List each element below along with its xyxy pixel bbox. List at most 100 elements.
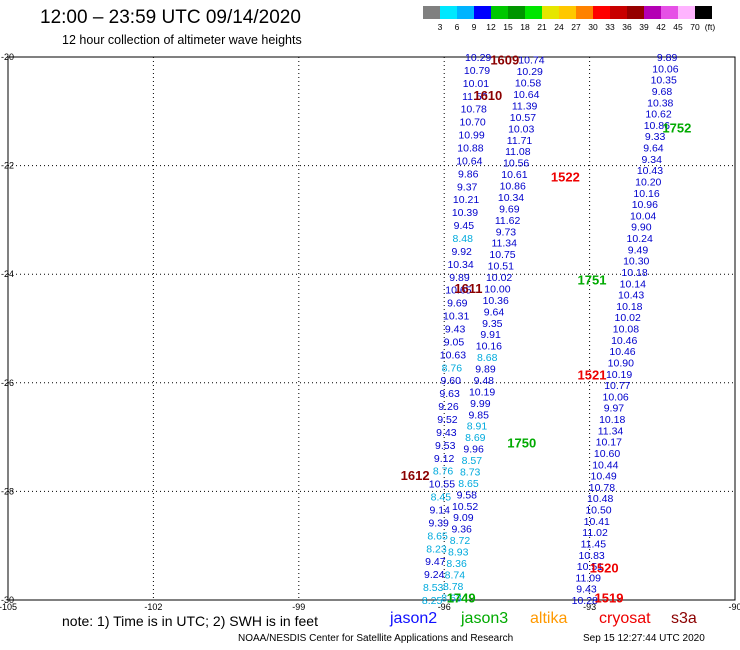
swh-value-point: 11.34 — [598, 425, 624, 437]
credit-text: NOAA/NESDIS Center for Satellite Applica… — [238, 633, 514, 644]
color-scale-label: 15 — [503, 22, 513, 32]
y-tick-label: -24 — [1, 269, 14, 279]
color-scale-swatch — [695, 6, 712, 19]
swh-value-point: 9.85 — [468, 409, 489, 421]
swh-value-point: 9.90 — [631, 222, 652, 234]
chart-title: 12:00 – 23:59 UTC 09/14/2020 — [40, 7, 301, 28]
x-tick-label: -99 — [292, 602, 305, 612]
swh-value-point: 10.46 — [611, 335, 637, 347]
swh-value-point: 10.19 — [469, 386, 495, 398]
swh-value-point: 11.39 — [512, 100, 538, 112]
y-tick-label: -28 — [1, 486, 14, 496]
mission-legend-item: altika — [530, 610, 568, 627]
swh-value-point: 10.90 — [608, 357, 634, 369]
mission-legend-item: s3a — [671, 610, 697, 627]
swh-value-point: 9.63 — [439, 388, 460, 400]
swh-value-point: 10.63 — [440, 349, 466, 361]
swh-value-point: 10.06 — [652, 63, 678, 75]
mission-legend-item: jason2 — [390, 610, 438, 627]
swh-value-point: 8.74 — [445, 569, 466, 581]
swh-value-point: 10.19 — [606, 369, 632, 381]
swh-value-point: 9.96 — [463, 444, 484, 456]
swh-value-point: 9.73 — [496, 226, 517, 238]
swh-value-point: 10.50 — [585, 505, 611, 517]
swh-value-point: 11.71 — [507, 135, 533, 147]
color-scale-swatch — [661, 6, 678, 19]
swh-value-point: 10.03 — [508, 123, 534, 135]
plot-frame — [7, 56, 736, 601]
color-scale-label: 33 — [605, 22, 615, 32]
swh-value-point: 11.62 — [495, 215, 521, 227]
swh-value-point: 9.69 — [499, 203, 520, 215]
swh-value-point: 8.45 — [431, 492, 452, 504]
swh-value-point: 10.34 — [447, 259, 473, 271]
pass-label: 1609 — [490, 53, 519, 68]
swh-value-point: 11.09 — [575, 572, 601, 584]
swh-value-point: 10.86 — [500, 181, 526, 193]
x-tick-label: -90 — [728, 602, 740, 612]
swh-value-point: 10.17 — [596, 437, 622, 449]
swh-value-point: 9.49 — [628, 244, 649, 256]
color-scale-label: 70 — [690, 22, 700, 32]
swh-value-point: 9.43 — [445, 324, 466, 336]
pass-label: 1749 — [447, 590, 476, 605]
swh-value-point: 9.91 — [480, 329, 501, 341]
color-scale-swatch — [610, 6, 627, 19]
pass-label: 1521 — [578, 368, 607, 383]
color-scale-swatch — [678, 6, 695, 19]
swh-value-point: 9.34 — [641, 154, 662, 166]
swh-value-point: 9.45 — [454, 220, 475, 232]
swh-value-point: 8.76 — [433, 466, 454, 478]
swh-value-point: 9.89 — [475, 364, 496, 376]
swh-value-point: 11.34 — [491, 238, 517, 250]
swh-value-point: 9.37 — [457, 181, 478, 193]
pass-label: 1611 — [454, 281, 482, 296]
x-tick-label: -102 — [144, 602, 162, 612]
color-scale-label: 39 — [639, 22, 649, 32]
swh-value-point: 10.46 — [609, 346, 635, 358]
swh-value-point: 10.56 — [503, 158, 529, 170]
swh-value-point: 10.36 — [483, 295, 509, 307]
y-tick-label: -20 — [1, 52, 14, 62]
swh-value-point: 8.23 — [426, 543, 447, 555]
color-scale-label: 30 — [588, 22, 598, 32]
pass-label: 1610 — [473, 88, 502, 103]
swh-value-point: 9.64 — [484, 306, 505, 318]
swh-value-point: 10.51 — [488, 261, 514, 273]
swh-value-point: 10.78 — [461, 104, 487, 116]
swh-value-point: 11.50 — [462, 91, 488, 103]
swh-value-point: 9.35 — [482, 318, 503, 330]
swh-value-point: 8.65 — [458, 478, 479, 490]
footnote: note: 1) Time is in UTC; 2) SWH is in fe… — [62, 613, 318, 629]
swh-value-point: 8.57 — [462, 455, 483, 467]
y-tick-label: -26 — [1, 378, 14, 388]
pass-label: 1522 — [551, 169, 580, 184]
swh-value-point: 9.43 — [436, 427, 457, 439]
chart-subtitle: 12 hour collection of altimeter wave hei… — [62, 33, 302, 47]
swh-value-point: 8.73 — [460, 466, 481, 478]
swh-value-point: 10.30 — [623, 256, 649, 268]
swh-value-point: 9.43 — [576, 584, 597, 596]
swh-value-point: 10.14 — [620, 278, 646, 290]
swh-value-point: 10.20 — [635, 176, 661, 188]
x-tick-label: -105 — [0, 602, 17, 612]
swh-value-point: 10.99 — [458, 130, 484, 142]
swh-value-point: 9.58 — [457, 489, 478, 501]
swh-value-point: 10.49 — [590, 471, 616, 483]
swh-value-point: 10.18 — [616, 301, 642, 313]
swh-value-point: 9.09 — [453, 512, 474, 524]
y-tick-label: -30 — [1, 595, 14, 605]
swh-value-point: 9.60 — [441, 375, 462, 387]
color-scale-swatch — [474, 6, 491, 19]
color-scale-swatch — [644, 6, 661, 19]
swh-value-point: 8.36 — [446, 558, 467, 570]
swh-value-point: 10.16 — [476, 341, 502, 353]
mission-legend-item: cryosat — [599, 610, 651, 627]
swh-value-point: 9.12 — [434, 453, 455, 465]
swh-value-point: 8.68 — [477, 352, 498, 364]
swh-value-point: 9.89 — [657, 52, 678, 64]
swh-value-point: 11.08 — [505, 146, 531, 158]
color-scale-label: 21 — [537, 22, 547, 32]
swh-value-point: 8.76 — [442, 362, 463, 374]
